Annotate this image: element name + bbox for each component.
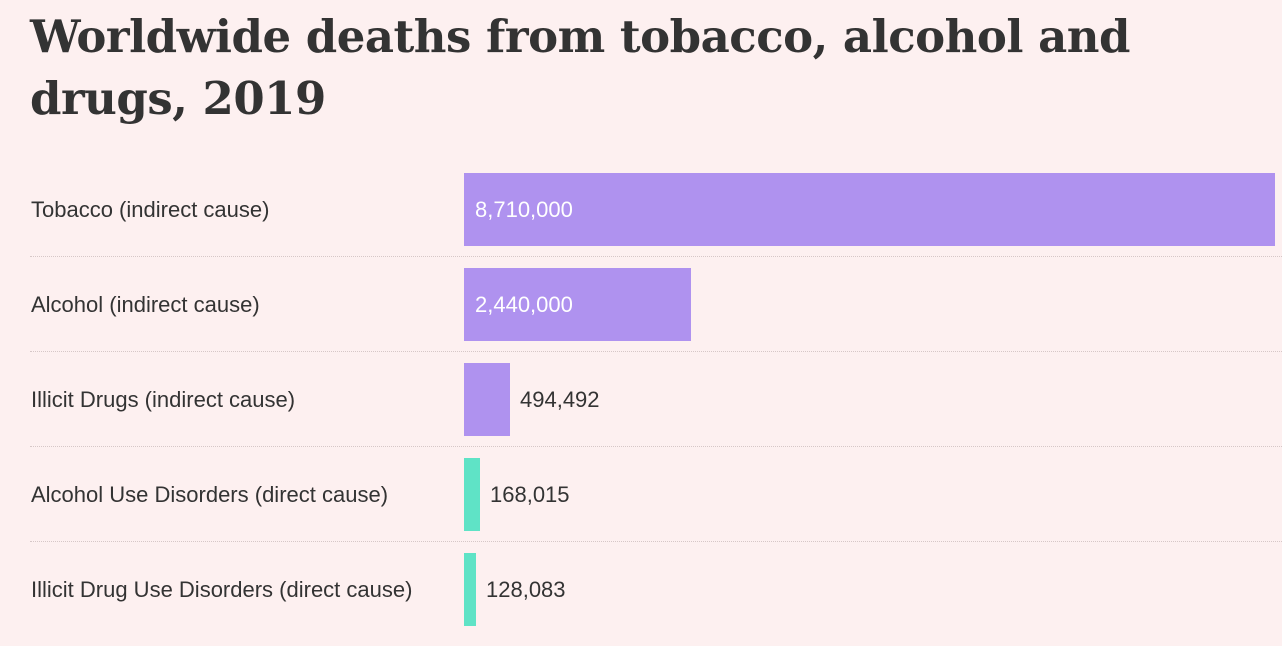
value-label: 2,440,000 [475,292,573,317]
bar-row: Alcohol (indirect cause) 2,440,000 [0,257,1282,352]
category-label: Alcohol Use Disorders (direct cause) [31,482,389,507]
bar [464,363,510,436]
bar-row: Illicit Drug Use Disorders (direct cause… [0,542,1282,637]
row-divider [30,351,1282,352]
bar-row: Tobacco (indirect cause) 8,710,000 [0,162,1282,257]
category-label: Alcohol (indirect cause) [31,292,260,317]
value-label: 494,492 [520,387,600,412]
value-label: 128,083 [486,577,566,602]
row-divider [30,446,1282,447]
bar [464,553,476,626]
category-label: Illicit Drugs (indirect cause) [31,387,296,412]
bar-row: Alcohol Use Disorders (direct cause) 168,… [0,447,1282,542]
row-divider [30,541,1282,542]
bar-rows: Tobacco (indirect cause) 8,710,000 Alcohol… [0,162,1282,637]
value-label: 8,710,000 [475,197,573,222]
bar [464,458,480,531]
category-label: Illicit Drug Use Disorders (direct cause… [31,577,413,602]
bar-row: Illicit Drugs (indirect cause) 494,492 [0,352,1282,447]
chart-title: Worldwide deaths from tobacco, alcohol a… [30,10,1130,125]
category-label: Tobacco (indirect cause) [31,197,270,222]
row-divider [30,256,1282,257]
value-label: 168,015 [490,482,570,507]
bar [464,173,1275,246]
bar [464,268,691,341]
